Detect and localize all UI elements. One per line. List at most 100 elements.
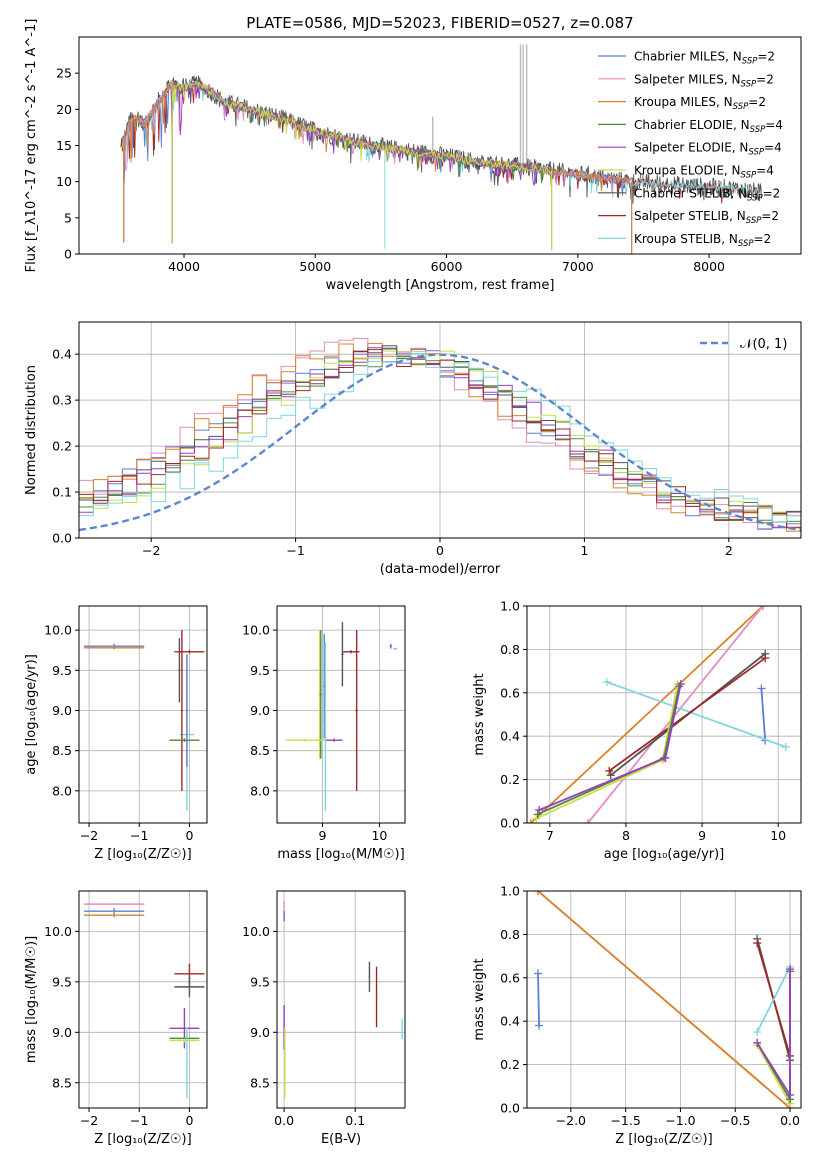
x-tick-label: 0.0: [274, 1113, 294, 1128]
errorbar-kroupa-stelib: [324, 642, 327, 811]
y-axis-label: Flux [f_λ10^-17 erg cm^-2 s^-1 A^-1]: [24, 19, 39, 273]
weight-series-salpeter-miles: [583, 606, 767, 823]
y-tick-label: 5: [64, 210, 72, 225]
errorbar-chabrier-stelib: [341, 622, 344, 687]
axes-frame: [526, 605, 802, 824]
weight-series-salpeter-elodie: [535, 680, 685, 814]
errorbar-salpeter-miles: [84, 903, 145, 906]
weight-series-kroupa-miles: [527, 606, 767, 823]
y-tick-label: 0.0: [500, 1101, 520, 1116]
grid: [79, 891, 207, 1108]
y-tick-label: 8.0: [52, 783, 72, 798]
legend-entry: Salpeter STELIB, NSSP=2: [634, 209, 779, 226]
errorbar-salpeter-elodie: [325, 738, 343, 742]
errorbar-chabrier-miles: [283, 911, 285, 922]
y-tick-label: 9.0: [52, 703, 72, 718]
y-tick-label: 20: [56, 102, 72, 117]
y-tick-label: 9.0: [250, 703, 270, 718]
x-tick-label: 2: [725, 543, 733, 558]
legend-entry: Kroupa ELODIE, NSSP=4: [634, 164, 774, 181]
errorbar-chabrier-miles: [185, 654, 188, 767]
errorbar-kroupa-elodie: [169, 1038, 200, 1043]
weight-series-salpeter-stelib: [605, 654, 770, 775]
y-tick-label: 9.5: [250, 974, 270, 989]
y-tick-label: 9.5: [52, 663, 72, 678]
errorbar-kroupa-stelib: [401, 1019, 403, 1040]
y-axis-label: mass [log₁₀(M/M☉)]: [24, 936, 39, 1063]
x-axis-label: mass [log₁₀(M/M☉)]: [277, 847, 404, 862]
y-tick-label: 10: [56, 174, 72, 189]
y-tick-label: 8.5: [250, 1075, 270, 1090]
histogram-salpeter-stelib: [79, 349, 801, 529]
weight-series-chabrier-elodie: [753, 967, 795, 1104]
errorbar-kroupa-elodie: [285, 738, 326, 742]
y-tick-label: 25: [56, 66, 72, 81]
grid: [527, 605, 801, 824]
y-tick-label: 0.8: [500, 642, 520, 657]
y-tick-label: 8.0: [250, 783, 270, 798]
errorbar-kroupa-stelib: [185, 1027, 188, 1098]
legend-entry: Kroupa STELIB, NSSP=2: [634, 232, 771, 249]
x-tick-label: 1: [580, 543, 588, 558]
weight-series-chabrier-miles: [533, 969, 544, 1030]
weight-series-kroupa-miles: [533, 891, 795, 1108]
x-tick-label: 7: [546, 828, 554, 843]
y-tick-label: 8.5: [52, 1075, 72, 1090]
y-tick-label: 9.0: [52, 1025, 72, 1040]
legend-entry: 𝒩(0, 1): [740, 337, 787, 352]
y-tick-label: 1.0: [500, 884, 520, 899]
axes-frame: [78, 605, 208, 824]
x-axis-label: E(B-V): [321, 1132, 361, 1147]
y-tick-label: 10.0: [44, 623, 72, 638]
y-tick-label: 0.6: [500, 685, 520, 700]
x-tick-label: 0: [185, 1113, 193, 1128]
x-tick-label: 8000: [693, 259, 725, 274]
legend-entry: Chabrier MILES, NSSP=2: [634, 50, 775, 67]
x-tick-label: −1.0: [665, 1113, 695, 1128]
y-tick-label: 0.8: [500, 927, 520, 942]
y-tick-label: 0.2: [52, 439, 72, 454]
y-tick-label: 0.2: [500, 1057, 520, 1072]
x-tick-label: −2: [80, 1113, 98, 1128]
x-tick-label: 5000: [299, 259, 331, 274]
weight-series-kroupa-stelib: [602, 677, 790, 752]
x-tick-label: −2: [80, 828, 98, 843]
x-axis-label: wavelength [Angstrom, rest frame]: [326, 278, 555, 293]
y-tick-label: 10.0: [242, 623, 270, 638]
errorbar-salpeter-stelib: [342, 650, 360, 654]
y-tick-label: 8.5: [250, 743, 270, 758]
x-tick-label: 4000: [168, 259, 200, 274]
errorbar-chabrier-stelib: [178, 638, 181, 703]
x-tick-label: −0.5: [720, 1113, 750, 1128]
x-tick-label: 8: [622, 828, 630, 843]
grid: [79, 606, 207, 823]
x-tick-label: 9: [698, 828, 706, 843]
y-tick-label: 0.0: [500, 816, 520, 831]
axes-frame: [78, 36, 802, 255]
panel-mass-vs-z: −2 −1 0 8.5 9.0 9.5 10.0 Z [log₁₀(Z/Z☉)] mass [l…: [24, 890, 208, 1147]
legend-entry: Salpeter MILES, NSSP=2: [634, 72, 774, 89]
axes-frame: [276, 890, 406, 1109]
errorbar-chabrier-stelib: [368, 961, 371, 992]
y-axis-label: mass weight: [472, 673, 487, 755]
grid: [277, 606, 405, 823]
x-tick-label: −1: [130, 828, 148, 843]
panel-weight-vs-age: 7 8 9 10 0.0 0.2 0.4 0.6 0.8 1.0 age [log₁₀(age/yr…: [472, 599, 802, 862]
plot-area: [120, 44, 763, 254]
x-tick-label: −1: [286, 543, 304, 558]
panel-mass-vs-ebv: 0.0 0.1 8.5 9.0 9.5 10.0 E(B-V): [242, 890, 406, 1147]
axes-frame: [526, 890, 802, 1109]
plot-area: [79, 338, 801, 532]
y-tick-label: 1.0: [500, 599, 520, 614]
x-axis-label: (data-model)/error: [380, 562, 501, 577]
spectrum-series-salpeter-elodie: [170, 81, 552, 186]
errorbar-kroupa-miles: [84, 646, 145, 650]
spectrum-series-chabrier-miles: [123, 80, 632, 197]
y-tick-label: 10.0: [242, 924, 270, 939]
y-tick-label: 0.2: [500, 772, 520, 787]
histogram-chabrier-stelib: [79, 345, 801, 524]
panel-residuals: −2 −1 0 1 2 0.0 0.1 0.2 0.3 0.4 (data-model)/error…: [24, 321, 802, 577]
errorbar-salpeter-stelib: [174, 650, 205, 654]
x-tick-label: −1.5: [610, 1113, 640, 1128]
